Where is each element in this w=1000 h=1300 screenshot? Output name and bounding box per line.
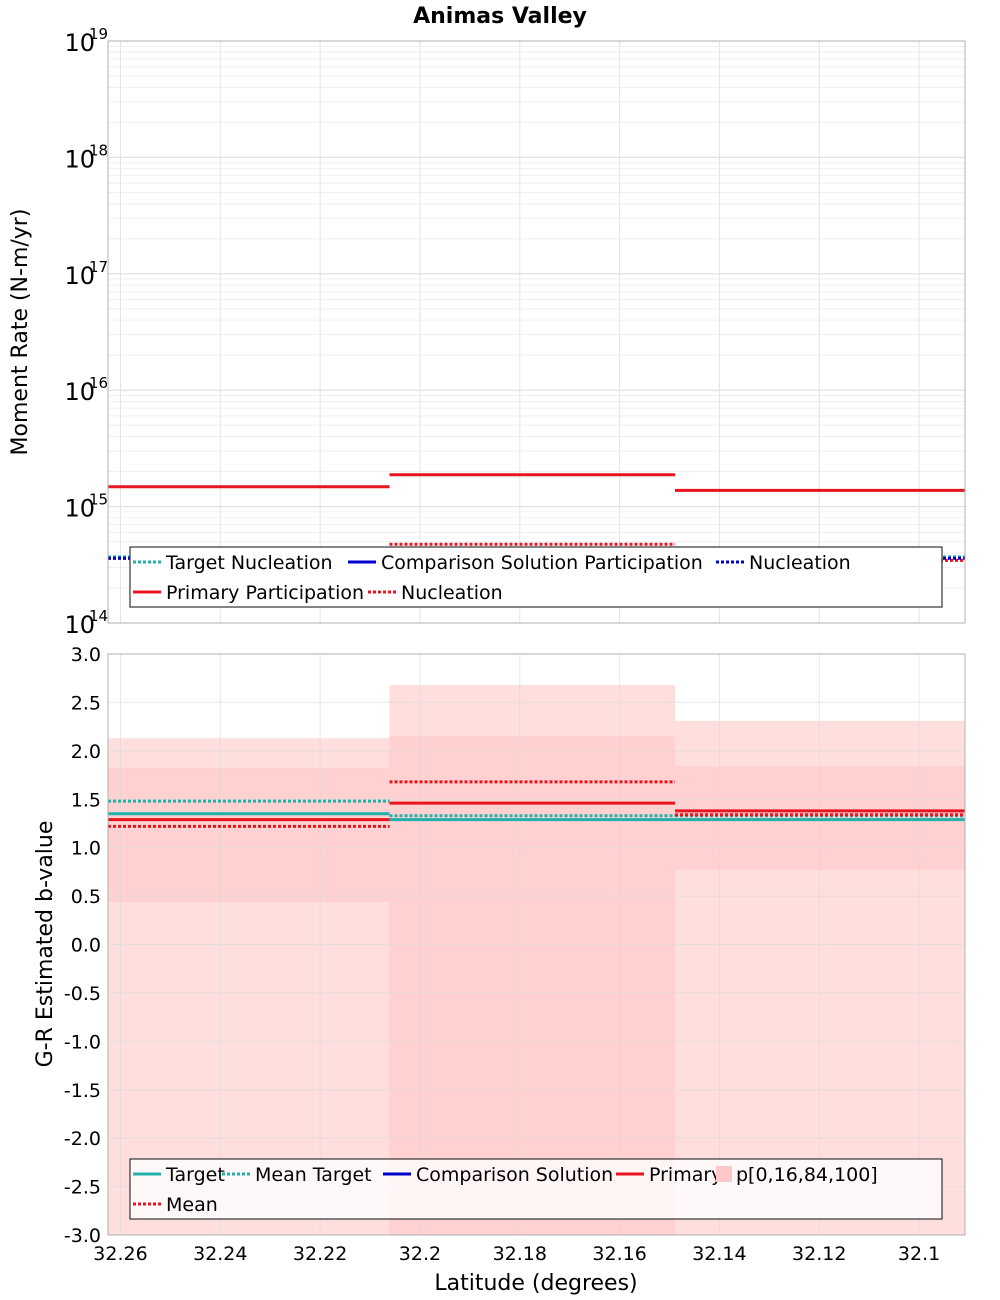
legend-label: Target Nucleation (165, 552, 333, 574)
y-tick-exponent: 18 (89, 141, 108, 159)
x-axis-label: Latitude (degrees) (434, 1271, 637, 1296)
y-tick-label: 2.5 (71, 692, 101, 714)
bottom-plot-frame (107, 653, 966, 1236)
y-tick-label: 10 (64, 29, 95, 57)
legend-swatch (716, 1166, 732, 1182)
legend-label: Nucleation (749, 552, 851, 574)
x-tick-label: 32.22 (293, 1243, 347, 1265)
x-tick-label: 32.16 (592, 1243, 646, 1265)
legend-label: Mean Target (255, 1164, 372, 1186)
legend-label: Primary (649, 1164, 722, 1186)
y-tick-exponent: 15 (89, 491, 108, 509)
bottom-y-axis-label: G-R Estimated b-value (33, 821, 58, 1068)
y-tick-label: -2.0 (64, 1128, 101, 1150)
chart-title: Animas Valley (413, 4, 587, 29)
legend-label: Nucleation (401, 582, 503, 604)
x-tick-label: 32.1 (898, 1243, 940, 1265)
legend-label: Primary Participation (166, 582, 364, 604)
percentile-bands (108, 684, 965, 1235)
percentile-band-inner (108, 768, 390, 902)
y-tick-label: 10 (64, 145, 95, 173)
y-tick-label: -3.0 (64, 1225, 101, 1247)
y-tick-label: -0.5 (64, 983, 101, 1005)
top-y-axis-label: Moment Rate (N-m/yr) (8, 209, 33, 456)
bottom-legend-box (129, 1158, 943, 1220)
y-tick-label: 1.5 (71, 789, 101, 811)
legend-label: Comparison Solution (416, 1164, 613, 1186)
y-tick-label: 3.0 (71, 644, 101, 666)
y-tick-exponent: 16 (89, 374, 108, 392)
x-tick-label: 32.12 (792, 1243, 846, 1265)
y-tick-label: -1.0 (64, 1031, 101, 1053)
y-tick-label: 0.0 (71, 935, 101, 957)
y-tick-label: 10 (64, 262, 95, 290)
y-tick-label: 10 (64, 495, 95, 523)
y-tick-label: 10 (64, 611, 95, 639)
legend-label: Mean (166, 1194, 218, 1216)
y-tick-exponent: 14 (89, 607, 108, 625)
legend-label: Comparison Solution Participation (381, 552, 703, 574)
top-plot-area (108, 41, 965, 623)
top-grid (108, 40, 965, 624)
y-tick-label: 10 (64, 378, 95, 406)
legend-label: p[0,16,84,100] (736, 1164, 878, 1186)
bottom-y-ticks: 3.0 2.5 2.0 1.5 1.0 0.5 0.0 -0.5 -1.0 -1.5 -2.0 -2.… (64, 644, 101, 1247)
top-legend: Target Nucleation Comparison Solution Par… (129, 546, 943, 608)
top-legend-box (129, 546, 943, 608)
x-ticks: 32.26 32.24 32.22 32.2 32.18 32.16 32.14 32.12 3… (93, 1243, 940, 1265)
y-tick-label: 1.0 (71, 838, 101, 860)
y-tick-label: -2.5 (64, 1177, 101, 1199)
x-tick-label: 32.2 (399, 1243, 441, 1265)
x-tick-label: 32.18 (493, 1243, 547, 1265)
y-tick-label: 0.5 (71, 886, 101, 908)
y-tick-exponent: 19 (89, 25, 108, 43)
b-value-panel: 3.0 2.5 2.0 1.5 1.0 0.5 0.0 -0.5 -1.0 -1.5 -2.0 -2.… (33, 644, 966, 1296)
x-tick-label: 32.14 (692, 1243, 746, 1265)
y-tick-exponent: 17 (89, 258, 108, 276)
bottom-series (108, 780, 965, 828)
top-plot-frame (107, 40, 966, 624)
x-tick-label: 32.26 (93, 1243, 147, 1265)
legend-label: Target (165, 1164, 225, 1186)
y-tick-label: 2.0 (71, 741, 101, 763)
x-tick-label: 32.24 (193, 1243, 247, 1265)
y-tick-label: -1.5 (64, 1080, 101, 1102)
bottom-legend: Target Mean Target Comparison Solution Prim… (129, 1158, 943, 1220)
